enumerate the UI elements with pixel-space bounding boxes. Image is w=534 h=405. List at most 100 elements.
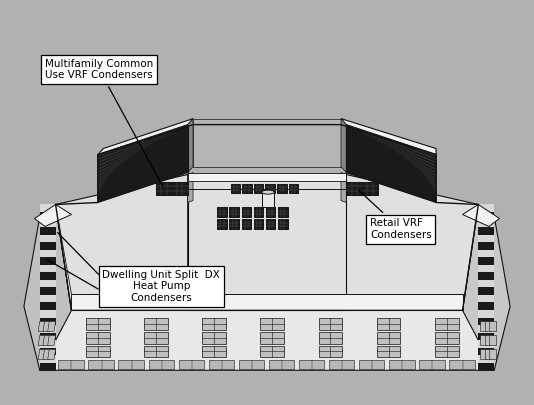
Polygon shape <box>193 119 341 166</box>
Polygon shape <box>98 162 117 194</box>
Bar <box>144 345 168 358</box>
Polygon shape <box>72 294 462 310</box>
Polygon shape <box>478 363 494 370</box>
Polygon shape <box>478 355 494 363</box>
Polygon shape <box>478 220 494 227</box>
Polygon shape <box>40 340 56 347</box>
Bar <box>58 360 84 369</box>
Polygon shape <box>490 321 496 331</box>
Polygon shape <box>404 156 436 187</box>
Bar <box>144 333 168 344</box>
Polygon shape <box>395 150 436 182</box>
Polygon shape <box>478 205 494 212</box>
Polygon shape <box>401 154 436 185</box>
Polygon shape <box>98 145 149 177</box>
Bar <box>359 360 384 369</box>
Polygon shape <box>382 143 436 175</box>
Polygon shape <box>48 349 56 359</box>
Bar <box>241 220 251 230</box>
Polygon shape <box>40 310 56 318</box>
Polygon shape <box>480 321 486 331</box>
Polygon shape <box>40 272 56 280</box>
Polygon shape <box>365 135 436 166</box>
Bar <box>230 220 239 230</box>
Polygon shape <box>478 265 494 272</box>
Bar <box>178 360 204 369</box>
Text: Dwelling Unit Split  DX
Heat Pump
Condensers: Dwelling Unit Split DX Heat Pump Condens… <box>103 270 220 303</box>
Polygon shape <box>98 166 111 197</box>
Polygon shape <box>40 234 56 242</box>
Polygon shape <box>341 119 436 155</box>
Bar <box>278 220 288 230</box>
Polygon shape <box>478 227 494 234</box>
Polygon shape <box>433 171 436 202</box>
Bar <box>419 360 445 369</box>
Polygon shape <box>346 175 478 310</box>
Polygon shape <box>478 310 494 318</box>
Polygon shape <box>40 310 494 370</box>
Polygon shape <box>398 152 436 184</box>
Polygon shape <box>98 125 188 156</box>
Bar <box>230 207 239 217</box>
Bar <box>119 360 144 369</box>
Polygon shape <box>56 175 188 310</box>
Polygon shape <box>98 157 127 189</box>
Bar <box>376 333 400 344</box>
Polygon shape <box>478 280 494 288</box>
Polygon shape <box>485 335 491 345</box>
Bar <box>202 333 226 344</box>
Polygon shape <box>478 242 494 250</box>
Polygon shape <box>40 250 56 257</box>
Polygon shape <box>98 152 136 184</box>
Polygon shape <box>359 132 436 163</box>
Polygon shape <box>490 335 496 345</box>
Polygon shape <box>188 119 193 173</box>
Polygon shape <box>480 349 486 359</box>
Polygon shape <box>478 234 494 242</box>
Polygon shape <box>98 143 152 175</box>
Bar <box>202 318 226 330</box>
Bar <box>435 345 459 358</box>
Polygon shape <box>379 142 436 173</box>
Polygon shape <box>24 205 72 370</box>
Polygon shape <box>98 132 175 163</box>
Polygon shape <box>35 205 72 226</box>
Bar <box>254 207 263 217</box>
Polygon shape <box>40 325 56 333</box>
Bar <box>254 220 263 230</box>
Bar <box>318 345 342 358</box>
Polygon shape <box>98 133 172 165</box>
Polygon shape <box>375 140 436 172</box>
Polygon shape <box>40 227 56 234</box>
Polygon shape <box>341 119 346 173</box>
Polygon shape <box>478 250 494 257</box>
Polygon shape <box>485 349 491 359</box>
Polygon shape <box>40 288 56 295</box>
Polygon shape <box>478 333 494 340</box>
Polygon shape <box>478 347 494 355</box>
Bar <box>277 184 287 193</box>
Bar <box>362 182 378 195</box>
Bar <box>389 360 414 369</box>
Polygon shape <box>98 136 166 168</box>
Polygon shape <box>40 333 56 340</box>
Polygon shape <box>372 138 436 170</box>
Polygon shape <box>462 205 499 226</box>
Polygon shape <box>478 288 494 295</box>
Polygon shape <box>478 325 494 333</box>
Polygon shape <box>40 212 56 220</box>
Bar <box>449 360 475 369</box>
Polygon shape <box>98 135 169 166</box>
Polygon shape <box>385 145 436 177</box>
Polygon shape <box>341 173 346 202</box>
Polygon shape <box>98 119 193 155</box>
Polygon shape <box>40 265 56 272</box>
Bar <box>217 220 227 230</box>
Polygon shape <box>391 149 436 180</box>
Bar <box>269 360 294 369</box>
Bar <box>241 207 251 217</box>
Polygon shape <box>40 295 56 303</box>
Polygon shape <box>420 164 436 196</box>
Polygon shape <box>414 160 436 192</box>
Bar <box>261 345 284 358</box>
